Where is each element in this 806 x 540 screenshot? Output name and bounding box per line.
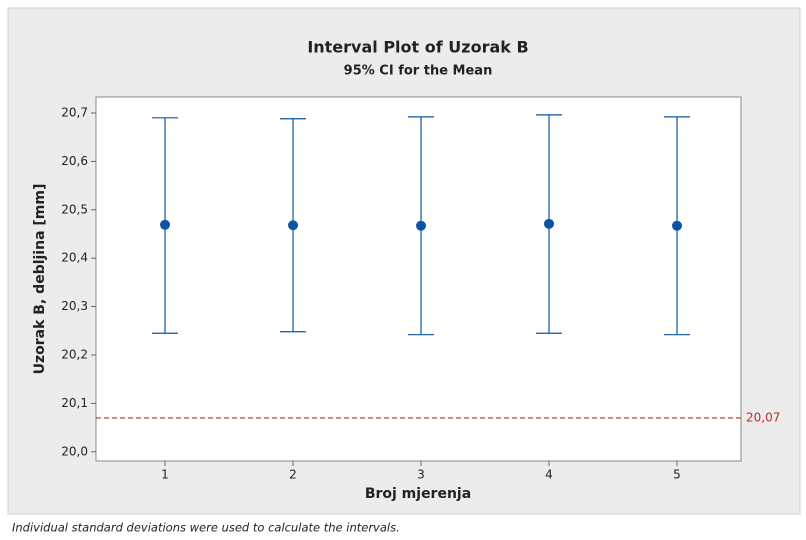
chart-title: Interval Plot of Uzorak B: [307, 38, 528, 57]
y-axis-label: Uzorak B, debljina [mm]: [32, 184, 48, 375]
y-tick-label: 20,4: [61, 251, 88, 265]
mean-point: [544, 218, 554, 229]
y-tick-label: 20,0: [61, 444, 88, 458]
y-tick-label: 20,3: [61, 299, 88, 313]
y-tick-label: 20,2: [61, 347, 88, 361]
x-tick-label: 5: [673, 468, 681, 482]
x-tick-label: 3: [417, 468, 425, 482]
y-tick-label: 20,7: [61, 105, 88, 119]
x-tick-label: 2: [289, 468, 297, 482]
y-tick-label: 20,5: [61, 202, 88, 216]
x-axis-label: Broj mjerenja: [365, 486, 471, 502]
footnote: Individual standard deviations were used…: [12, 521, 400, 535]
mean-point: [672, 220, 682, 231]
mean-point: [160, 219, 170, 230]
reference-label: 20,07: [746, 410, 780, 424]
y-tick-label: 20,6: [61, 154, 88, 168]
x-tick-label: 4: [545, 468, 553, 482]
plot-area: [95, 96, 742, 462]
mean-point: [416, 220, 426, 231]
mean-point: [288, 220, 298, 231]
y-tick-label: 20,1: [61, 396, 88, 410]
x-tick-label: 1: [161, 468, 169, 482]
chart-subtitle: 95% CI for the Mean: [344, 64, 493, 79]
